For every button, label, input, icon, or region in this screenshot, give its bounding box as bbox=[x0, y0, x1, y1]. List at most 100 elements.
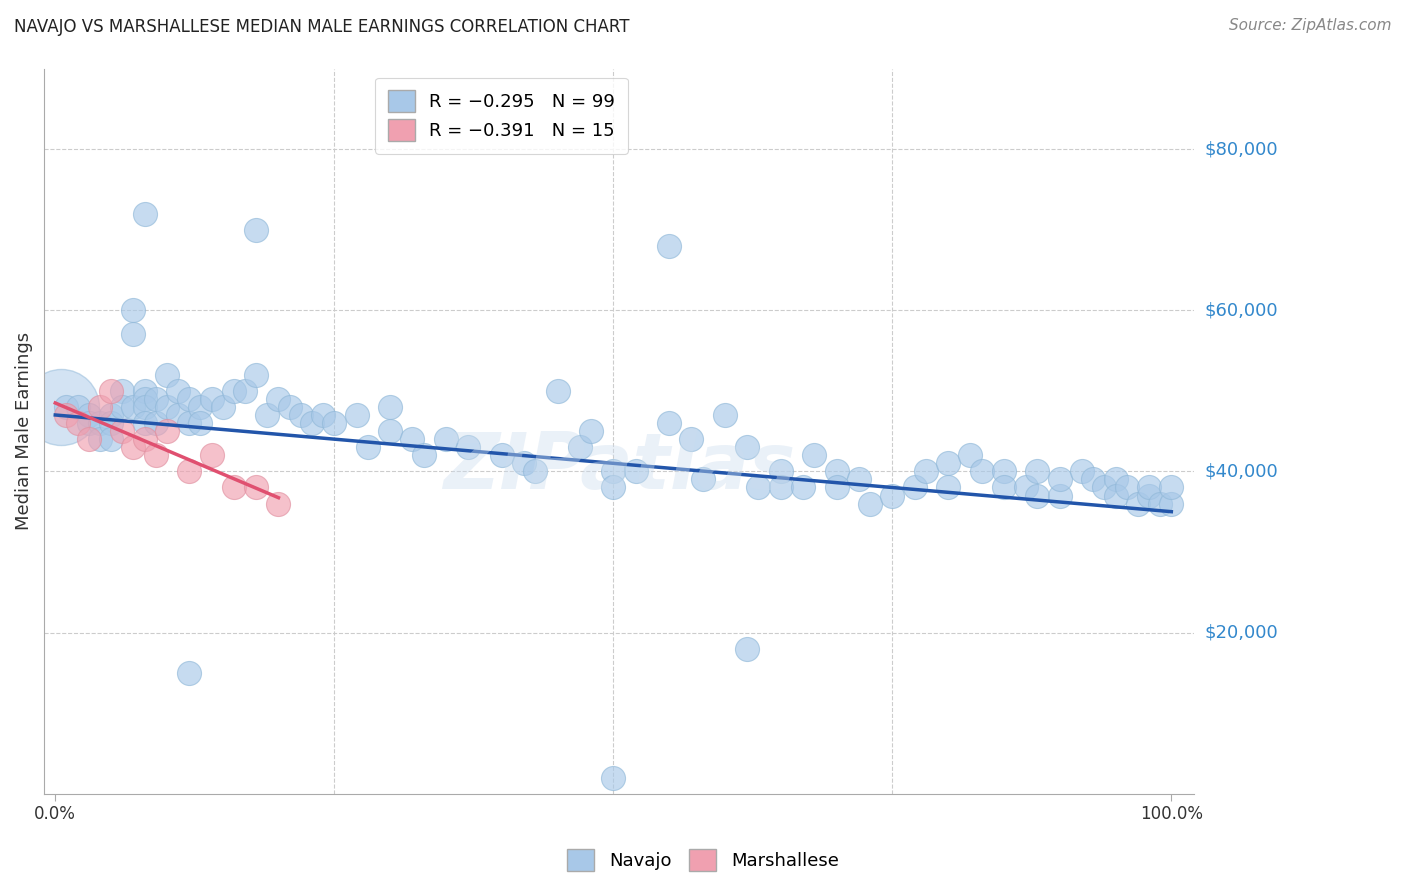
Point bbox=[1071, 464, 1094, 478]
Point bbox=[491, 448, 513, 462]
Point bbox=[256, 408, 278, 422]
Text: $20,000: $20,000 bbox=[1205, 624, 1278, 641]
Point bbox=[77, 416, 100, 430]
Point bbox=[1026, 464, 1049, 478]
Point bbox=[111, 424, 134, 438]
Text: $40,000: $40,000 bbox=[1205, 462, 1278, 481]
Point bbox=[993, 464, 1015, 478]
Point bbox=[769, 481, 792, 495]
Point bbox=[156, 400, 179, 414]
Point bbox=[222, 481, 245, 495]
Point bbox=[513, 456, 536, 470]
Point bbox=[134, 392, 156, 406]
Point bbox=[412, 448, 434, 462]
Point bbox=[100, 384, 122, 398]
Point bbox=[1137, 481, 1160, 495]
Point bbox=[378, 400, 401, 414]
Point bbox=[312, 408, 335, 422]
Point bbox=[457, 440, 479, 454]
Point bbox=[1049, 489, 1071, 503]
Point bbox=[904, 481, 927, 495]
Point bbox=[1104, 472, 1126, 486]
Point bbox=[547, 384, 569, 398]
Point bbox=[602, 481, 624, 495]
Point bbox=[122, 327, 145, 342]
Text: NAVAJO VS MARSHALLESE MEDIAN MALE EARNINGS CORRELATION CHART: NAVAJO VS MARSHALLESE MEDIAN MALE EARNIN… bbox=[14, 18, 630, 36]
Point bbox=[278, 400, 301, 414]
Point bbox=[568, 440, 591, 454]
Point bbox=[792, 481, 814, 495]
Point bbox=[1026, 489, 1049, 503]
Point bbox=[803, 448, 825, 462]
Point bbox=[100, 432, 122, 446]
Point bbox=[970, 464, 993, 478]
Point bbox=[66, 400, 89, 414]
Point bbox=[267, 497, 290, 511]
Point bbox=[122, 400, 145, 414]
Point bbox=[401, 432, 423, 446]
Point bbox=[134, 206, 156, 220]
Point bbox=[145, 448, 167, 462]
Point bbox=[914, 464, 936, 478]
Point bbox=[346, 408, 368, 422]
Point bbox=[100, 408, 122, 422]
Point bbox=[735, 641, 758, 656]
Legend: R = −0.295   N = 99, R = −0.391   N = 15: R = −0.295 N = 99, R = −0.391 N = 15 bbox=[375, 78, 627, 154]
Point bbox=[1092, 481, 1115, 495]
Point bbox=[167, 384, 190, 398]
Point bbox=[848, 472, 870, 486]
Point bbox=[66, 416, 89, 430]
Text: $60,000: $60,000 bbox=[1205, 301, 1278, 319]
Point bbox=[681, 432, 703, 446]
Point bbox=[55, 408, 77, 422]
Point bbox=[134, 400, 156, 414]
Point bbox=[1015, 481, 1038, 495]
Point bbox=[179, 665, 201, 680]
Legend: Navajo, Marshallese: Navajo, Marshallese bbox=[560, 842, 846, 879]
Point bbox=[200, 392, 222, 406]
Point bbox=[245, 222, 267, 236]
Point bbox=[357, 440, 380, 454]
Point bbox=[1104, 489, 1126, 503]
Text: ZIPatlas: ZIPatlas bbox=[443, 429, 794, 506]
Point bbox=[524, 464, 547, 478]
Point bbox=[1126, 497, 1149, 511]
Point bbox=[1160, 497, 1182, 511]
Point bbox=[1149, 497, 1171, 511]
Point bbox=[323, 416, 346, 430]
Point bbox=[859, 497, 882, 511]
Point bbox=[579, 424, 602, 438]
Point bbox=[658, 239, 681, 253]
Point bbox=[111, 384, 134, 398]
Point bbox=[1115, 481, 1137, 495]
Text: Source: ZipAtlas.com: Source: ZipAtlas.com bbox=[1229, 18, 1392, 33]
Point bbox=[267, 392, 290, 406]
Point bbox=[145, 416, 167, 430]
Point bbox=[602, 771, 624, 785]
Point bbox=[134, 384, 156, 398]
Point bbox=[735, 440, 758, 454]
Point bbox=[769, 464, 792, 478]
Point bbox=[190, 400, 212, 414]
Point bbox=[122, 303, 145, 318]
Point bbox=[1083, 472, 1105, 486]
Point bbox=[111, 400, 134, 414]
Point bbox=[179, 416, 201, 430]
Point bbox=[156, 424, 179, 438]
Point bbox=[167, 408, 190, 422]
Point bbox=[825, 464, 848, 478]
Point bbox=[89, 432, 111, 446]
Point bbox=[714, 408, 737, 422]
Point bbox=[1049, 472, 1071, 486]
Point bbox=[602, 464, 624, 478]
Point bbox=[290, 408, 312, 422]
Point bbox=[222, 384, 245, 398]
Point bbox=[190, 416, 212, 430]
Point bbox=[77, 408, 100, 422]
Point bbox=[156, 368, 179, 382]
Point bbox=[993, 481, 1015, 495]
Point bbox=[747, 481, 769, 495]
Point bbox=[134, 416, 156, 430]
Point bbox=[55, 400, 77, 414]
Point bbox=[134, 432, 156, 446]
